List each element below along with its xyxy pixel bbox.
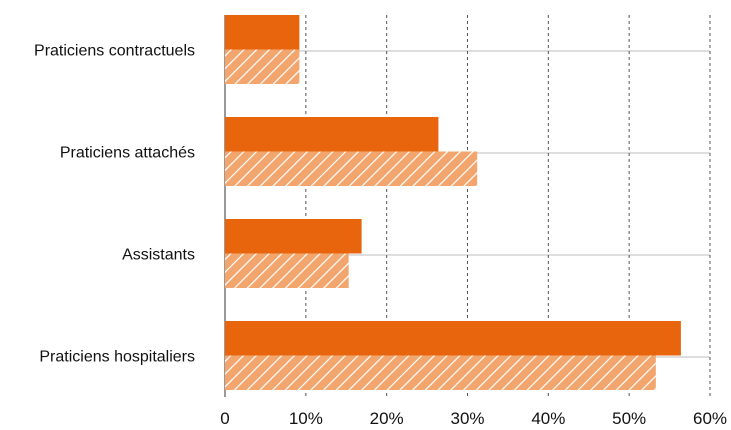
x-tick-label: 20% <box>370 409 404 428</box>
bar-hatched <box>225 151 478 186</box>
bar-solid <box>225 117 439 152</box>
category-label: Praticiens attachés <box>60 145 195 162</box>
bars <box>225 15 681 390</box>
bar-hatched <box>225 49 300 84</box>
x-tick-label: 60% <box>693 409 727 428</box>
category-label: Praticiens contractuels <box>34 43 195 60</box>
bar-solid <box>225 321 681 356</box>
labels: 0 10% 20% 30% 40% 50% 60% Praticiens contractue… <box>34 43 727 429</box>
x-tick-label: 50% <box>612 409 646 428</box>
bar-hatched <box>225 253 349 288</box>
category-label: Assistants <box>122 247 195 264</box>
bar-hatched <box>225 355 656 390</box>
category-label: Praticiens hospitaliers <box>39 349 195 366</box>
x-tick-label: 0 <box>220 409 229 428</box>
x-tick-label: 40% <box>531 409 565 428</box>
bar-solid <box>225 219 362 254</box>
x-tick-label: 30% <box>450 409 484 428</box>
bar-solid <box>225 15 300 50</box>
x-tick-label: 10% <box>289 409 323 428</box>
